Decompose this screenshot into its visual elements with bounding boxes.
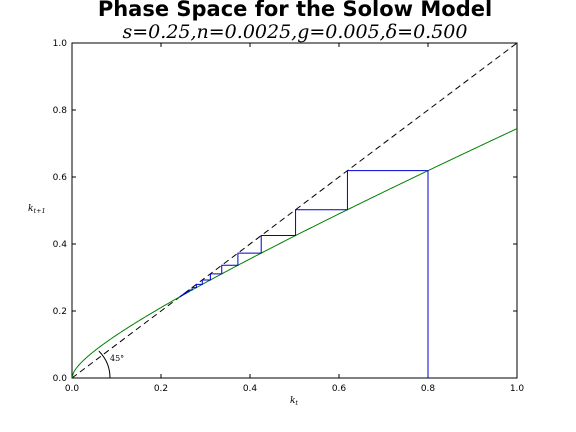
y-tick-label: 0.8 bbox=[53, 106, 68, 116]
x-axis-label: kt bbox=[290, 396, 298, 407]
x-tick-label: 0.2 bbox=[154, 384, 168, 394]
axis-ticks: 0.0 0.2 0.4 0.6 0.8 1.0 0.0 0.2 0.4 0.6 0.8 1.0 bbox=[53, 39, 525, 394]
plot-frame bbox=[71, 42, 518, 379]
chart-series bbox=[71, 42, 518, 379]
y-tick-label: 0.0 bbox=[53, 374, 68, 384]
x-axis-label-subscript: t bbox=[295, 399, 298, 407]
angle-annotation-group: 45° bbox=[98, 350, 124, 379]
x-tick-label: 0.0 bbox=[65, 384, 80, 394]
chart-title: Phase Space for the Solow Model bbox=[98, 0, 492, 21]
y-tick-label: 1.0 bbox=[53, 39, 68, 49]
y-tick-label: 0.4 bbox=[53, 240, 68, 250]
x-tick-label: 0.8 bbox=[421, 384, 436, 394]
chart-subtitle: s=0.25,n=0.0025,g=0.005,δ=0.500 bbox=[123, 21, 468, 43]
angle-arc bbox=[98, 350, 111, 379]
y-axis-label-subscript: t+1 bbox=[33, 207, 45, 215]
x-tick-label: 0.4 bbox=[243, 384, 258, 394]
y-axis-label: kt+1 bbox=[28, 204, 46, 215]
y-axis-label-base: k bbox=[28, 204, 33, 214]
law-of-motion-curve bbox=[71, 128, 518, 379]
x-axis-label-base: k bbox=[290, 396, 295, 406]
y-tick-label: 0.2 bbox=[53, 307, 67, 317]
angle-label: 45° bbox=[110, 354, 124, 363]
x-tick-label: 1.0 bbox=[510, 384, 525, 394]
y-tick-label: 0.6 bbox=[53, 173, 68, 183]
x-tick-label: 0.6 bbox=[332, 384, 347, 394]
forty-five-degree-line bbox=[71, 42, 518, 379]
cobweb-path bbox=[179, 170, 429, 378]
